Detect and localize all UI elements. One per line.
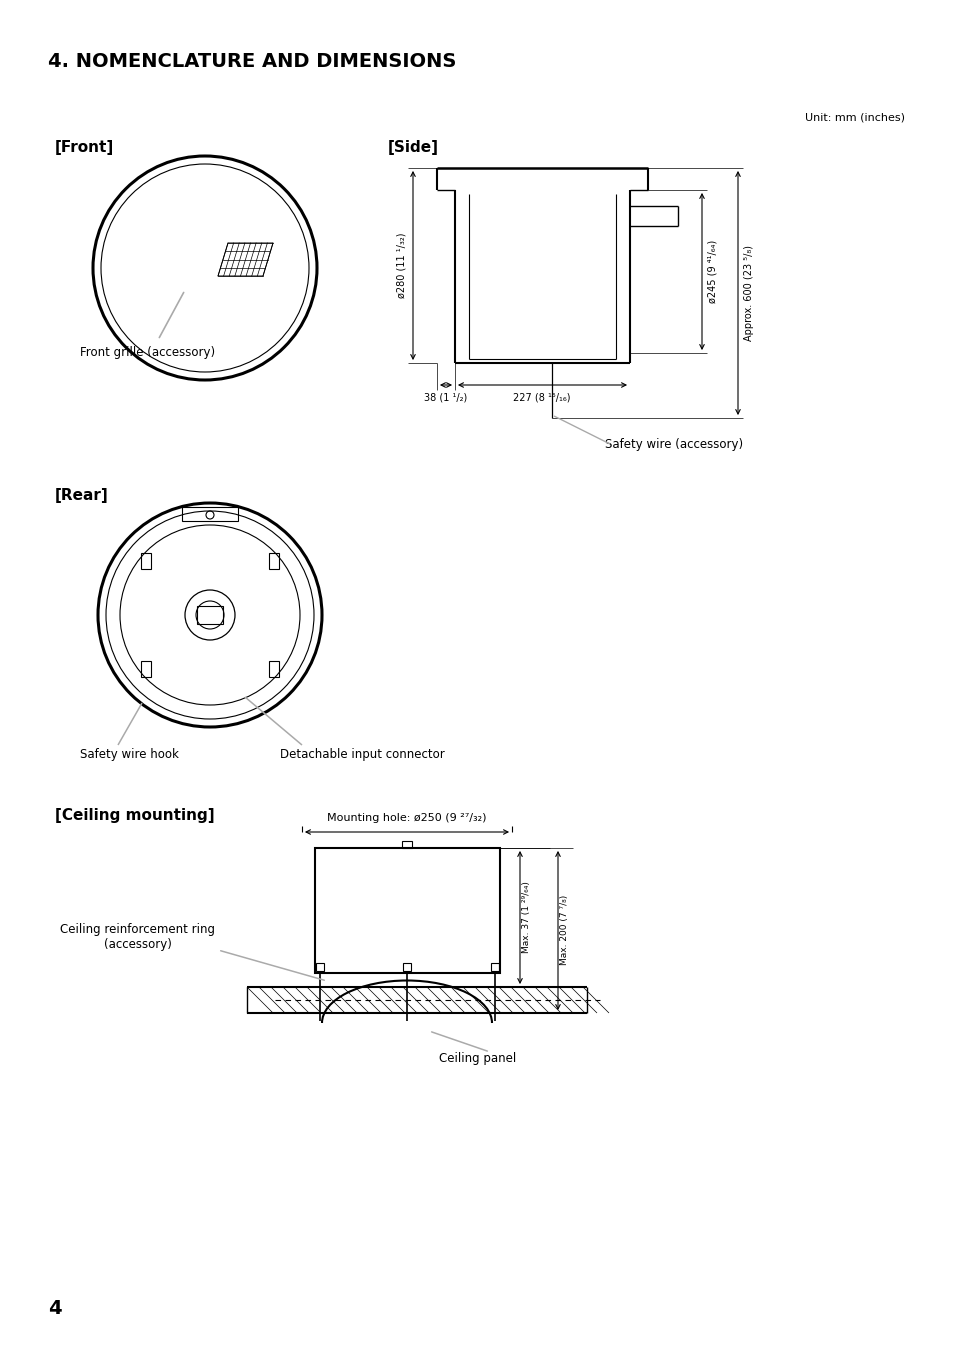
Text: Unit: mm (inches): Unit: mm (inches) [804,112,904,122]
Text: 38 (1 ¹/₂): 38 (1 ¹/₂) [424,393,467,403]
Text: 227 (8 ¹⁵/₁₆): 227 (8 ¹⁵/₁₆) [513,393,570,403]
Bar [182,507,237,521]
Text: Front grille (accessory): Front grille (accessory) [80,346,215,359]
Bar [140,553,151,569]
Text: ø280 (11 ¹/₃₂): ø280 (11 ¹/₃₂) [396,232,407,297]
Bar [402,963,411,971]
Bar [269,553,279,569]
Text: Max. 200 (7 ⁷/₈): Max. 200 (7 ⁷/₈) [559,894,568,965]
Text: ø245 (9 ⁴¹/₆₄): ø245 (9 ⁴¹/₆₄) [707,239,718,303]
Text: Detachable input connector: Detachable input connector [280,748,444,761]
Bar [196,607,223,624]
Text: Ceiling panel: Ceiling panel [439,1052,517,1065]
Text: 4: 4 [48,1300,62,1319]
Bar [401,842,412,848]
Text: Safety wire (accessory): Safety wire (accessory) [604,438,742,451]
Text: [Rear]: [Rear] [55,488,109,503]
Text: Safety wire hook: Safety wire hook [80,748,179,761]
Bar [491,963,498,971]
Bar [315,963,324,971]
Text: 4. NOMENCLATURE AND DIMENSIONS: 4. NOMENCLATURE AND DIMENSIONS [48,51,456,72]
Text: Max. 37 (1 ²⁹/₆₄): Max. 37 (1 ²⁹/₆₄) [521,881,531,952]
Text: Ceiling reinforcement ring
(accessory): Ceiling reinforcement ring (accessory) [60,923,214,951]
Text: Mounting hole: ø250 (9 ²⁷/₃₂): Mounting hole: ø250 (9 ²⁷/₃₂) [327,813,486,823]
Bar [269,661,279,677]
Text: [Ceiling mounting]: [Ceiling mounting] [55,808,214,823]
Text: [Side]: [Side] [388,141,438,155]
Bar [140,661,151,677]
Text: [Front]: [Front] [55,141,114,155]
Text: Approx. 600 (23 ⁵/₈): Approx. 600 (23 ⁵/₈) [743,245,753,340]
Bar [314,848,499,973]
